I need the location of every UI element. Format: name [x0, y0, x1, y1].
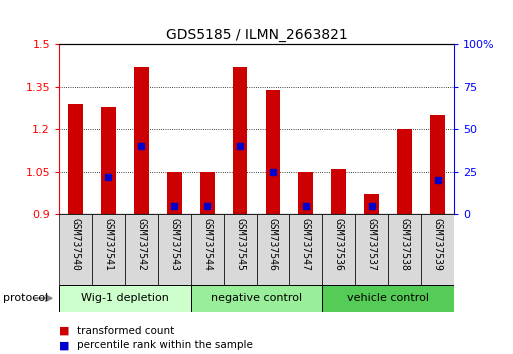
- Bar: [397, 129, 412, 214]
- Text: negative control: negative control: [211, 293, 302, 303]
- Bar: [289, 214, 322, 285]
- Bar: [430, 115, 445, 214]
- Text: GSM737538: GSM737538: [400, 218, 409, 270]
- Text: vehicle control: vehicle control: [347, 293, 429, 303]
- Text: ■: ■: [59, 340, 69, 350]
- Text: GSM737537: GSM737537: [367, 218, 377, 270]
- Bar: [134, 67, 149, 214]
- Bar: [322, 285, 454, 312]
- Bar: [266, 90, 281, 214]
- Bar: [158, 214, 191, 285]
- Text: GSM737542: GSM737542: [136, 218, 146, 270]
- Bar: [224, 214, 256, 285]
- Text: protocol: protocol: [3, 293, 48, 303]
- Bar: [299, 172, 313, 214]
- Text: GSM737544: GSM737544: [202, 218, 212, 270]
- Bar: [191, 285, 322, 312]
- Text: GSM737546: GSM737546: [268, 218, 278, 270]
- Bar: [92, 214, 125, 285]
- Bar: [421, 214, 454, 285]
- Bar: [167, 172, 182, 214]
- Text: percentile rank within the sample: percentile rank within the sample: [77, 340, 253, 350]
- Bar: [364, 194, 379, 214]
- Text: GSM737536: GSM737536: [334, 218, 344, 270]
- Text: GSM737543: GSM737543: [169, 218, 179, 270]
- Bar: [355, 214, 388, 285]
- Text: ■: ■: [59, 326, 69, 336]
- Bar: [232, 67, 247, 214]
- Bar: [125, 214, 158, 285]
- Bar: [256, 214, 289, 285]
- Text: GSM737547: GSM737547: [301, 218, 311, 270]
- Bar: [101, 107, 116, 214]
- Text: Wig-1 depletion: Wig-1 depletion: [81, 293, 169, 303]
- Text: GSM737545: GSM737545: [235, 218, 245, 270]
- Bar: [191, 214, 224, 285]
- Text: GSM737539: GSM737539: [432, 218, 443, 270]
- Title: GDS5185 / ILMN_2663821: GDS5185 / ILMN_2663821: [166, 28, 347, 42]
- Bar: [388, 214, 421, 285]
- Bar: [59, 285, 191, 312]
- Bar: [59, 214, 92, 285]
- Bar: [68, 104, 83, 214]
- Text: GSM737541: GSM737541: [104, 218, 113, 270]
- Bar: [322, 214, 355, 285]
- Bar: [331, 169, 346, 214]
- Text: transformed count: transformed count: [77, 326, 174, 336]
- Bar: [200, 172, 214, 214]
- Text: GSM737540: GSM737540: [70, 218, 81, 270]
